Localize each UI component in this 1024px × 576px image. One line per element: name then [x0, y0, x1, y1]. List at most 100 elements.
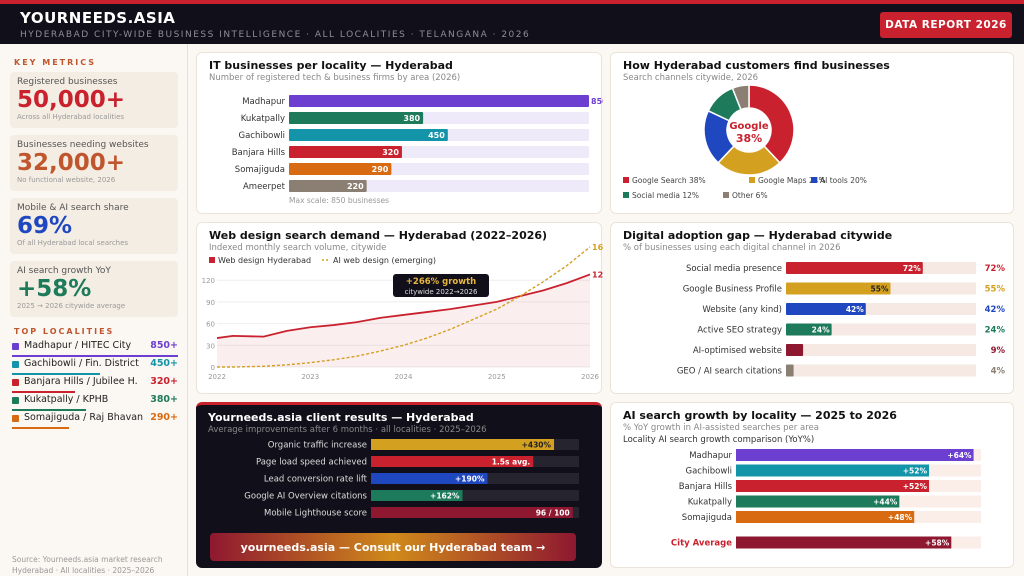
pie-slice	[731, 84, 750, 111]
bar-value-label: 72%	[903, 264, 921, 273]
top-localities-title: TOP LOCALITIES	[14, 327, 115, 336]
bar-value-label: +190%	[455, 475, 485, 484]
legend-swatch	[723, 192, 729, 198]
bar-category-label: Ameerpet	[243, 182, 286, 192]
bar-value-label: +44%	[873, 498, 898, 507]
legend-label: Google Search 38%	[632, 176, 706, 185]
metric-card-ai-growth: AI search growth YoY +58% 2025 → 2026 ci…	[10, 261, 178, 317]
bar-value-label: +162%	[430, 492, 460, 501]
bar-value-label: 55%	[871, 285, 889, 294]
card-subtitle: Number of registered tech & business fir…	[209, 73, 461, 83]
bar-end-label: 9%	[991, 346, 1006, 356]
card-subtitle: % YoY growth in AI-assisted searches per…	[623, 423, 819, 433]
card-title: Web design search demand — Hyderabad (20…	[209, 229, 548, 242]
card-title: Digital adoption gap — Hyderabad citywid…	[623, 229, 893, 242]
bar-end-label: 42%	[985, 305, 1006, 315]
locality-row[interactable]: Gachibowli / Fin. District 450+	[12, 358, 178, 375]
locality-value: 380+	[150, 394, 178, 405]
bar-value-label: 380	[403, 114, 420, 123]
bar-value-label: +52%	[903, 467, 928, 476]
card-ai-growth: AI search growth by locality — 2025 to 2…	[610, 402, 1014, 568]
bar-end-label: 24%	[985, 326, 1006, 336]
bar-category-label: Gachibowli	[686, 467, 733, 477]
series-end-label: 128	[592, 270, 603, 279]
metric-label: AI search growth YoY	[17, 266, 111, 276]
metric-label: Mobile & AI search share	[17, 203, 129, 213]
bar-value-label: +48%	[888, 513, 913, 522]
card-subtitle: Indexed monthly search volume, citywide	[209, 243, 387, 253]
locality-row[interactable]: Madhapur / HITEC City 850+	[12, 340, 178, 357]
bar-category-label: Organic traffic increase	[268, 441, 367, 451]
locality-underline	[12, 409, 86, 411]
sidebar: KEY METRICS Registered businesses 50,000…	[0, 44, 188, 576]
consult-cta-button[interactable]: yourneeds.asia — Consult our Hyderabad t…	[210, 533, 576, 561]
metric-value: 69%	[17, 213, 73, 239]
bar	[736, 511, 915, 523]
card-title: Yourneeds.asia client results — Hyderaba…	[208, 411, 474, 424]
bar-value-label: 96 / 100	[536, 509, 570, 518]
bar	[736, 449, 974, 461]
bar	[371, 439, 555, 450]
legend-swatch	[749, 177, 755, 183]
bar	[736, 480, 930, 492]
card-title: IT businesses per locality — Hyderabad	[209, 59, 453, 72]
metric-note: Of all Hyderabad local searches	[17, 239, 129, 247]
locality-name: Gachibowli / Fin. District	[24, 358, 139, 369]
metric-card-mobile-ai: Mobile & AI search share 69% Of all Hyde…	[10, 198, 178, 254]
bar	[371, 490, 463, 501]
legend-swatch	[811, 177, 817, 183]
bar-value-label: +430%	[522, 441, 552, 450]
bar-value-label: 290	[372, 165, 389, 174]
x-tick-label: 2023	[301, 373, 319, 381]
series-line	[217, 246, 591, 368]
header-bar: YOURNEEDS.ASIA HYDERABAD CITY-WIDE BUSIN…	[0, 0, 1024, 44]
bar	[289, 112, 424, 124]
y-tick-label: 60	[206, 321, 215, 329]
locality-value: 450+	[150, 358, 178, 369]
metric-label: Businesses needing websites	[17, 140, 149, 150]
bar-category-label: GEO / AI search citations	[677, 367, 783, 377]
legend-label: Other 6%	[732, 191, 768, 200]
bar-track	[786, 344, 976, 356]
bar-category-label: Banjara Hills	[232, 148, 286, 158]
brand-logo[interactable]: YOURNEEDS.ASIA	[20, 9, 176, 27]
legend-label: Social media 12%	[632, 191, 699, 200]
legend-label: AI web design (emerging)	[333, 256, 436, 265]
bar-category-label: Kukatpally	[688, 498, 732, 508]
bar-end-label: 55%	[985, 285, 1006, 295]
bar-category-label: Kukatpally	[241, 114, 285, 124]
locality-row[interactable]: Banjara Hills / Jubilee H. 320+	[12, 376, 178, 393]
metric-value: 32,000+	[17, 150, 126, 176]
data-report-button[interactable]: DATA REPORT 2026	[880, 12, 1012, 38]
bar	[786, 364, 794, 377]
color-swatch	[12, 343, 19, 350]
legend-swatch	[209, 257, 215, 263]
bar-category-label: Somajiguda	[235, 165, 285, 175]
x-tick-label: 2024	[395, 373, 413, 381]
card-title: AI search growth by locality — 2025 to 2…	[623, 409, 897, 422]
card-client-results: Yourneeds.asia client results — Hyderaba…	[196, 402, 602, 568]
metric-note: No functional website, 2026	[17, 176, 116, 184]
bar-category-label: Lead conversion rate lift	[264, 475, 368, 485]
it-businesses-chart: Madhapur 850 Kukatpally 380 Gachibowli 450 Ban…	[232, 95, 603, 205]
bar-category-label: AI-optimised website	[693, 346, 782, 356]
bar-category-label: City Average	[671, 539, 732, 549]
locality-underline	[12, 373, 100, 375]
color-swatch	[12, 397, 19, 404]
locality-row[interactable]: Kukatpally / KPHB 380+	[12, 394, 178, 411]
bar-value-label: +52%	[903, 482, 928, 491]
locality-value: 290+	[150, 412, 178, 423]
header-subtitle: HYDERABAD CITY-WIDE BUSINESS INTELLIGENC…	[20, 30, 531, 40]
locality-underline	[12, 355, 178, 357]
color-swatch	[12, 379, 19, 386]
x-tick-label: 2025	[488, 373, 506, 381]
legend-label: AI tools 20%	[820, 176, 867, 185]
locality-row[interactable]: Somajiguda / Raj Bhavan 290+	[12, 412, 178, 429]
x-tick-label: 2022	[208, 373, 226, 381]
bar	[736, 464, 930, 477]
chart-legend-text: Locality AI search growth comparison (Yo…	[623, 435, 814, 445]
bar	[786, 344, 804, 356]
metric-card-needing-websites: Businesses needing websites 32,000+ No f…	[10, 135, 178, 191]
card-subtitle: Search channels citywide, 2026	[623, 73, 759, 83]
